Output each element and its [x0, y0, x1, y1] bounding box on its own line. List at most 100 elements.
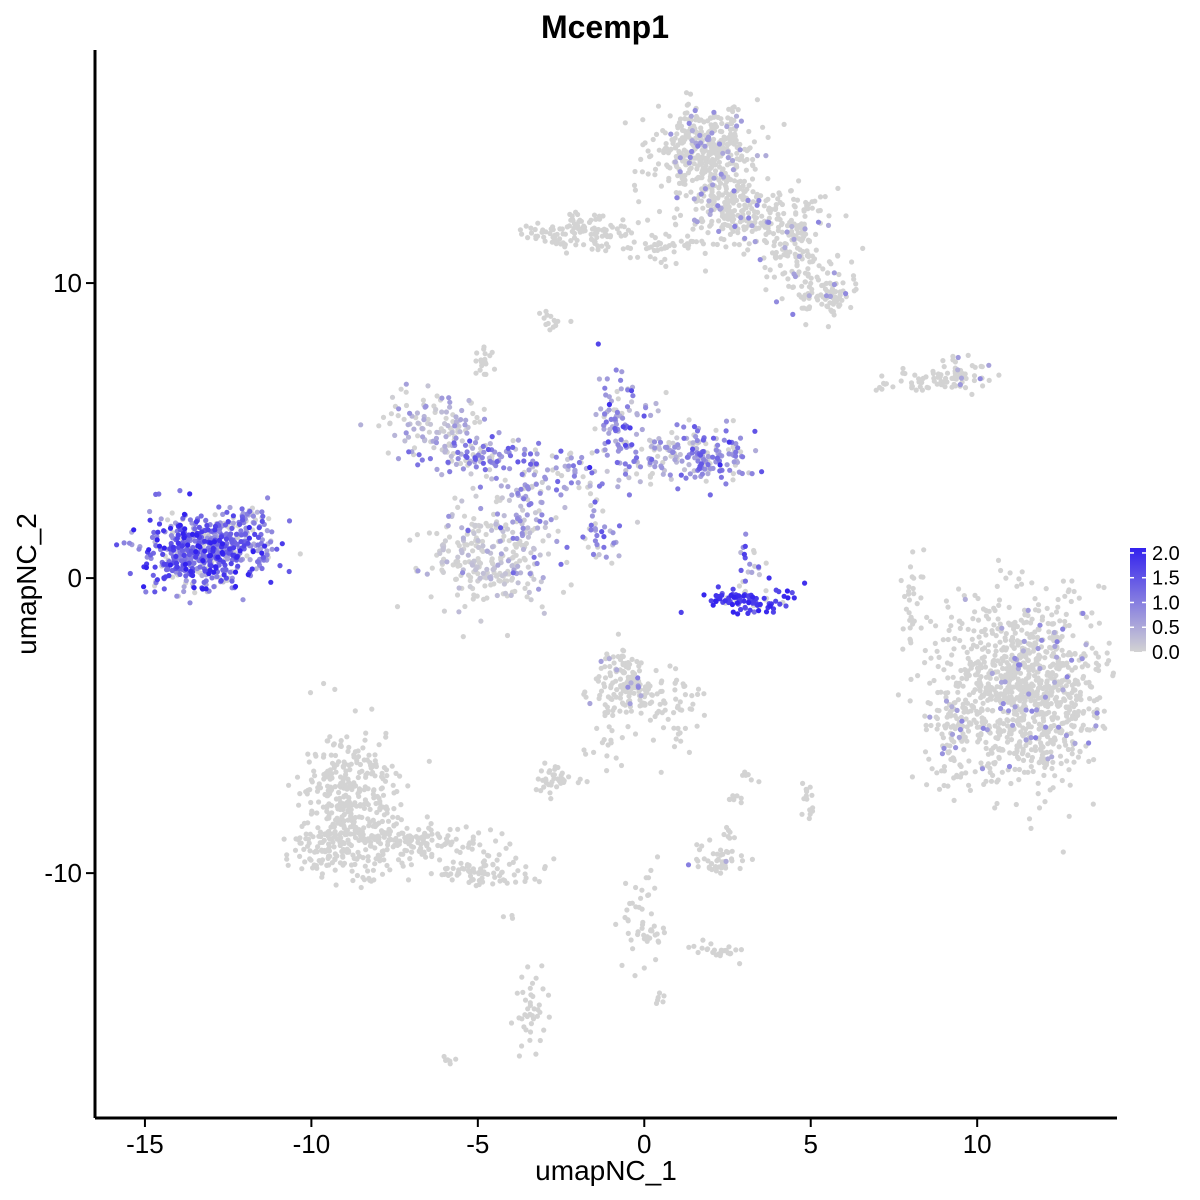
cell-point: [1074, 678, 1080, 684]
cell-point: [1097, 695, 1103, 701]
cell-point: [924, 782, 930, 788]
cell-point: [999, 769, 1005, 775]
cell-point: [264, 528, 270, 534]
cell-point: [911, 591, 917, 597]
cell-point: [568, 480, 575, 486]
cell-point: [455, 826, 461, 832]
cell-point: [675, 703, 681, 709]
cell-point: [1042, 711, 1049, 717]
cell-point: [480, 460, 486, 466]
cell-point: [361, 757, 367, 763]
cell-point: [1052, 679, 1058, 685]
cell-point: [618, 762, 625, 769]
cell-point: [700, 937, 706, 943]
cell-point: [477, 367, 483, 373]
cell-point: [1091, 757, 1097, 763]
cell-point: [908, 614, 914, 620]
cell-point: [653, 957, 659, 963]
cell-point: [591, 749, 597, 756]
cell-point: [632, 187, 639, 193]
cell-point: [536, 879, 542, 885]
cell-point: [307, 831, 313, 837]
cell-point: [1043, 586, 1049, 592]
cell-point: [593, 216, 599, 222]
cell-point: [284, 856, 290, 862]
cell-point: [1093, 650, 1099, 656]
cell-point: [563, 250, 570, 256]
cell-point: [643, 875, 649, 881]
cell-point: [718, 171, 724, 177]
cell-point: [533, 1051, 539, 1057]
cell-point: [651, 439, 658, 445]
cell-point: [754, 202, 760, 208]
cell-point: [995, 557, 1002, 564]
cell-point: [177, 488, 183, 494]
cell-point: [462, 442, 469, 448]
cell-point: [706, 198, 712, 204]
cell-point: [730, 586, 736, 592]
cell-point: [542, 524, 548, 531]
cell-point: [545, 551, 552, 557]
cell-point: [420, 434, 426, 440]
cell-point: [805, 266, 811, 272]
cell-point: [752, 239, 758, 245]
cell-point: [558, 561, 564, 567]
cell-point: [491, 870, 497, 876]
cell-point: [571, 235, 578, 241]
cell-point: [475, 556, 481, 562]
cell-point: [540, 227, 546, 233]
cell-point: [543, 520, 549, 526]
cell-point: [964, 649, 970, 656]
cell-point: [350, 877, 356, 884]
cell-point: [996, 732, 1003, 738]
cell-point: [602, 664, 608, 670]
cell-point: [459, 407, 465, 414]
cell-point: [269, 529, 275, 535]
cell-point: [1024, 619, 1030, 625]
cell-point: [686, 417, 692, 423]
cell-point: [485, 446, 491, 453]
cell-point: [685, 862, 692, 868]
cell-point: [541, 610, 547, 616]
cell-point: [944, 379, 950, 385]
cell-point: [1006, 662, 1012, 668]
cell-point: [674, 206, 680, 212]
cell-point: [1059, 777, 1065, 784]
cell-point: [187, 517, 193, 523]
cell-point: [915, 673, 921, 679]
cell-point: [796, 236, 803, 242]
cell-point: [191, 560, 197, 566]
cell-point: [379, 770, 385, 776]
cell-point: [656, 208, 663, 215]
cell-point: [515, 459, 521, 465]
cell-point: [995, 719, 1001, 725]
cell-point: [927, 714, 933, 720]
cell-point: [741, 224, 747, 230]
cell-point: [900, 365, 906, 372]
cell-point: [908, 676, 914, 683]
cell-point: [499, 495, 505, 501]
cell-point: [737, 865, 743, 872]
cell-point: [369, 762, 375, 769]
cell-point: [524, 594, 530, 600]
cell-point: [741, 251, 747, 257]
cell-point: [652, 235, 658, 241]
cell-point: [952, 635, 958, 642]
cell-point: [711, 109, 717, 115]
cell-point: [953, 680, 960, 686]
cell-point: [630, 393, 636, 399]
cell-point: [744, 156, 750, 163]
cell-point: [355, 791, 361, 797]
cell-point: [625, 930, 631, 937]
cell-point: [237, 521, 243, 528]
cell-point: [989, 670, 995, 677]
cell-point: [626, 492, 633, 498]
cell-point: [1056, 724, 1062, 730]
cell-point: [536, 440, 542, 446]
cell-point: [510, 438, 516, 444]
cell-point: [747, 561, 753, 567]
cell-point: [969, 391, 975, 397]
cell-point: [505, 558, 511, 564]
cell-point: [645, 171, 651, 177]
cell-point: [1010, 717, 1016, 723]
